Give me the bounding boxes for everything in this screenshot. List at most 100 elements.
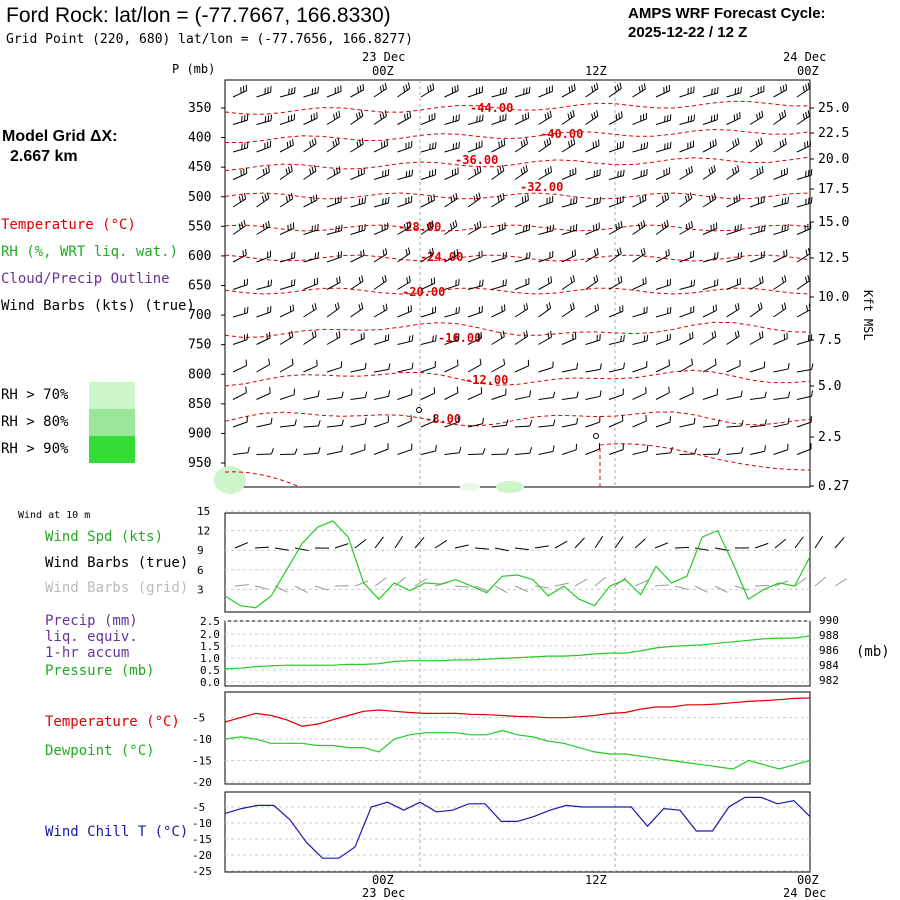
temperature-line: [224, 697, 811, 727]
wind-barb: [608, 388, 624, 400]
wind-barb: [279, 279, 296, 290]
height-tick-label: 10.0: [818, 290, 849, 305]
wind-barb: [232, 84, 248, 98]
wind-barb: [397, 305, 412, 318]
wind-barb: [467, 165, 482, 180]
precip-tick-label: 0.0: [200, 676, 220, 689]
wind-barb: [608, 221, 623, 235]
wind-barb: [373, 169, 390, 180]
wind-barb: [444, 359, 459, 373]
wind-barb: [773, 302, 787, 318]
wind-barb: [444, 220, 458, 235]
wind-barb: [608, 82, 622, 98]
wind-barb: [561, 224, 578, 235]
wind-barb: [726, 330, 740, 345]
pressure-tick-label: 800: [188, 367, 211, 382]
wind-barb: [749, 137, 763, 153]
wind-barb: [514, 277, 530, 290]
wind-barb: [726, 223, 742, 235]
wind-barb: [679, 165, 693, 180]
wind-barb-grid: [254, 585, 269, 590]
wind-barb: [279, 87, 296, 98]
pressure-tick-label: 986: [819, 644, 839, 657]
wind-barb: [585, 275, 599, 290]
wind-barb: [749, 391, 767, 400]
temperature-contour-label: -20.00: [402, 285, 445, 299]
wind-barb: [632, 247, 646, 263]
wind-barb: [655, 278, 672, 290]
wind-barb-grid: [294, 585, 308, 593]
wind-barb: [726, 194, 741, 208]
wind-barb: [608, 111, 623, 125]
wind-barb: [749, 445, 767, 455]
wind-barb: [444, 141, 460, 153]
wind-barb: [326, 224, 343, 235]
top-date-23dec: 23 Dec: [362, 50, 406, 64]
wind-barb: [256, 192, 270, 208]
wind-tick-label: 6: [197, 564, 204, 577]
wind-barb: [702, 138, 717, 153]
wind-barb: [538, 166, 553, 180]
wind-barb: [561, 391, 579, 400]
wind-barb: [702, 87, 719, 98]
legend-rh70-swatch: [89, 382, 135, 409]
wind-barb: [397, 443, 413, 455]
model-grid-value: 2.667 km: [10, 148, 78, 165]
wind-barb: [373, 363, 391, 373]
pressure-tick-label: 450: [188, 160, 211, 175]
wind-barb: [279, 330, 294, 345]
wind-barb: [467, 331, 482, 345]
wind-barb: [373, 303, 388, 318]
wind-barb: [491, 448, 509, 455]
wind-barb: [279, 448, 298, 455]
top-hour-00z-b: 00Z: [797, 64, 819, 78]
wind-barb-true: [334, 543, 349, 549]
wind-barb: [655, 446, 673, 455]
wind-barb: [796, 275, 810, 290]
windchill-tick-label: -25: [192, 865, 212, 878]
wind-barb: [326, 331, 341, 345]
wind-barb: [796, 363, 814, 373]
wind-barb: [326, 445, 344, 455]
wind-barb: [632, 194, 647, 208]
temperature-contour: [224, 321, 811, 339]
pressure-tick-label: 700: [188, 308, 211, 323]
wind-barb: [749, 331, 764, 345]
wind-barb: [232, 359, 248, 373]
wind-barb: [397, 247, 411, 263]
wind-barb: [655, 220, 669, 235]
wind-barb: [420, 247, 435, 263]
pressure-label: Pressure (mb): [45, 663, 155, 679]
temperature-contour: [224, 100, 811, 115]
wind-barb: [632, 168, 648, 180]
wind-barb-true: [614, 536, 624, 549]
wind-barb: [467, 417, 485, 428]
windchill-line: [224, 796, 811, 859]
wind-barb: [632, 142, 649, 153]
temperature-label: Temperature (°C): [45, 714, 180, 730]
wind-barb: [632, 415, 647, 428]
bottom-hour-00z-b: 00Z: [797, 873, 819, 887]
wind-barb: [373, 82, 387, 98]
wind-barb: [796, 222, 812, 235]
wind-10m-label: Wind at 10 m: [18, 510, 91, 521]
wind-barb: [632, 361, 648, 373]
wind-barb: [444, 446, 462, 455]
wind-barb: [561, 249, 576, 263]
wind-barb-grid: [634, 579, 648, 587]
wind-barb: [561, 302, 575, 318]
wind-barb: [655, 306, 672, 318]
wind-barb: [444, 167, 459, 180]
chart-title: Ford Rock: lat/lon = (-77.7667, 166.8330…: [6, 4, 391, 27]
precip-tick-label: 2.5: [200, 615, 220, 628]
bottom-hour-12z: 12Z: [585, 873, 607, 887]
wind-barb: [491, 251, 507, 263]
wind-barb: [796, 110, 810, 125]
wind-barb: [514, 359, 530, 373]
wind-barb: [467, 305, 483, 318]
wind-barb: [256, 165, 270, 180]
wind-barb: [538, 302, 552, 318]
wind-barb: [585, 139, 600, 153]
wind-barb: [420, 277, 436, 290]
wind-barb: [326, 302, 340, 318]
